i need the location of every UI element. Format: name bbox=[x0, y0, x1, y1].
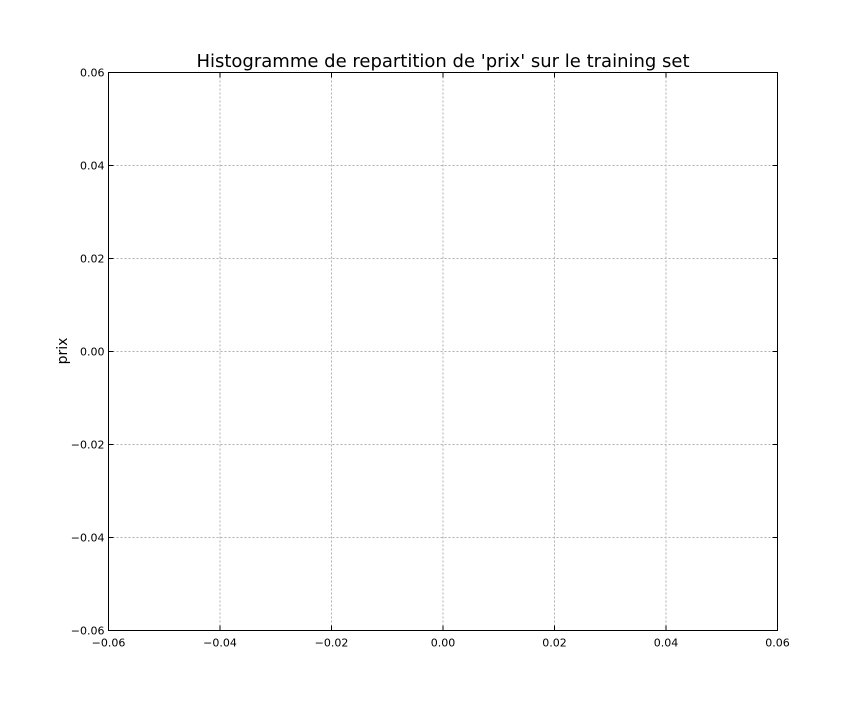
x-tick-label: 0.06 bbox=[765, 637, 790, 650]
plot-area-frame bbox=[108, 72, 778, 631]
x-tick-label: 0.04 bbox=[654, 637, 679, 650]
x-tick-label: −0.04 bbox=[203, 637, 237, 650]
x-tick-label: 0.00 bbox=[431, 637, 456, 650]
x-tick-label: −0.02 bbox=[315, 637, 349, 650]
x-tick-label: 0.02 bbox=[542, 637, 567, 650]
y-axis-label: prix bbox=[55, 338, 71, 365]
y-tick-label: 0.02 bbox=[80, 253, 105, 266]
axis-ticks: −0.06 −0.04 −0.02 0.00 0.02 0.04 0.06 −0.06 −0.0… bbox=[71, 67, 790, 650]
y-tick-label: −0.04 bbox=[71, 532, 105, 545]
y-tick-label: 0.04 bbox=[80, 160, 105, 173]
y-tick-label: 0.06 bbox=[80, 67, 105, 80]
y-tick-label: 0.00 bbox=[80, 346, 105, 359]
x-tick-label: −0.06 bbox=[92, 637, 126, 650]
y-tick-label: −0.02 bbox=[71, 439, 105, 452]
y-tick-label: −0.06 bbox=[71, 625, 105, 638]
grid-lines bbox=[108, 72, 778, 631]
chart-title: Histogramme de repartition de 'prix' sur… bbox=[196, 51, 689, 72]
